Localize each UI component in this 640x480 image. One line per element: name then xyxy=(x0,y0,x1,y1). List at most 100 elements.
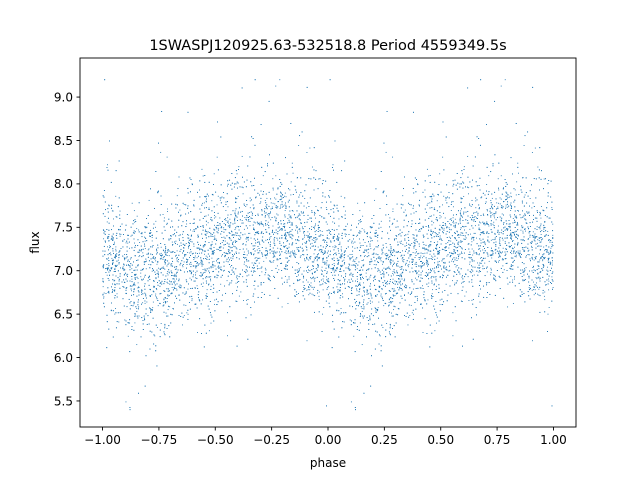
data-point xyxy=(150,308,152,310)
data-point xyxy=(401,258,403,260)
data-point xyxy=(333,267,334,268)
data-point xyxy=(431,296,433,298)
data-point xyxy=(414,245,416,247)
data-point xyxy=(483,231,485,233)
data-point xyxy=(111,257,113,259)
data-point xyxy=(174,269,176,270)
data-point xyxy=(202,249,204,251)
data-point xyxy=(445,283,447,285)
data-point xyxy=(534,147,536,149)
data-point xyxy=(103,296,105,298)
data-point xyxy=(451,260,453,262)
data-point xyxy=(292,172,294,174)
data-point xyxy=(418,252,420,254)
data-point xyxy=(219,199,221,201)
data-point xyxy=(272,189,274,191)
data-point xyxy=(145,268,147,270)
data-point xyxy=(400,240,402,242)
data-point xyxy=(263,260,265,262)
data-point xyxy=(243,263,245,265)
data-point xyxy=(268,232,270,234)
data-point xyxy=(459,229,461,231)
data-point xyxy=(171,287,173,288)
data-point xyxy=(355,258,357,260)
data-point xyxy=(183,204,185,205)
data-point xyxy=(342,264,344,266)
data-point xyxy=(243,228,245,230)
data-point xyxy=(260,184,262,186)
data-point xyxy=(249,207,251,209)
data-point xyxy=(205,200,207,202)
data-point xyxy=(471,281,473,283)
data-point xyxy=(154,335,156,337)
data-point xyxy=(223,236,225,238)
data-point xyxy=(125,242,127,244)
data-point xyxy=(533,289,535,291)
data-point xyxy=(500,175,502,177)
data-point xyxy=(349,257,351,259)
data-point xyxy=(386,257,388,259)
data-point xyxy=(455,266,457,268)
data-point xyxy=(225,252,227,254)
data-point xyxy=(259,203,261,204)
data-point xyxy=(359,242,361,244)
data-point xyxy=(363,264,365,266)
data-point xyxy=(127,264,129,266)
data-point xyxy=(497,225,499,227)
data-point xyxy=(210,247,212,249)
data-point xyxy=(301,212,303,214)
data-point xyxy=(428,245,430,246)
data-point xyxy=(275,232,277,234)
data-point xyxy=(307,231,309,233)
data-point xyxy=(292,250,294,252)
data-point xyxy=(489,274,491,276)
data-point xyxy=(111,210,113,212)
data-point xyxy=(139,242,141,243)
data-point xyxy=(403,235,405,237)
data-point xyxy=(210,218,212,220)
data-point xyxy=(199,249,201,251)
data-point xyxy=(349,254,351,256)
data-point xyxy=(514,246,515,248)
data-point xyxy=(213,217,215,219)
data-point xyxy=(490,200,492,201)
data-point xyxy=(454,218,456,220)
data-point xyxy=(225,209,227,211)
data-point xyxy=(352,273,354,275)
data-point xyxy=(369,276,371,278)
data-point xyxy=(377,237,379,238)
data-point xyxy=(125,257,127,259)
data-point xyxy=(363,256,365,258)
data-point xyxy=(316,260,318,262)
data-point xyxy=(512,279,514,281)
data-point xyxy=(192,230,194,232)
data-point xyxy=(340,308,342,310)
data-point xyxy=(515,194,517,196)
data-point xyxy=(424,189,426,191)
data-point xyxy=(416,263,418,265)
data-point xyxy=(488,260,490,262)
data-point xyxy=(163,217,165,219)
data-point xyxy=(189,257,191,258)
data-point xyxy=(233,245,235,247)
data-point xyxy=(388,301,390,303)
data-point xyxy=(152,269,154,271)
data-point xyxy=(438,228,440,230)
data-point xyxy=(107,267,109,268)
data-point xyxy=(160,323,162,324)
data-point xyxy=(528,277,530,279)
data-point xyxy=(552,234,554,236)
data-point xyxy=(211,253,213,255)
data-point xyxy=(249,200,251,202)
data-point xyxy=(235,282,237,284)
data-point xyxy=(546,251,548,253)
data-point xyxy=(183,261,185,263)
data-point xyxy=(408,264,410,265)
data-point xyxy=(310,278,312,280)
data-point xyxy=(139,255,141,256)
data-point xyxy=(413,234,415,236)
data-point xyxy=(522,230,524,232)
data-point xyxy=(207,222,209,224)
data-point xyxy=(418,280,420,282)
data-point xyxy=(156,289,158,291)
